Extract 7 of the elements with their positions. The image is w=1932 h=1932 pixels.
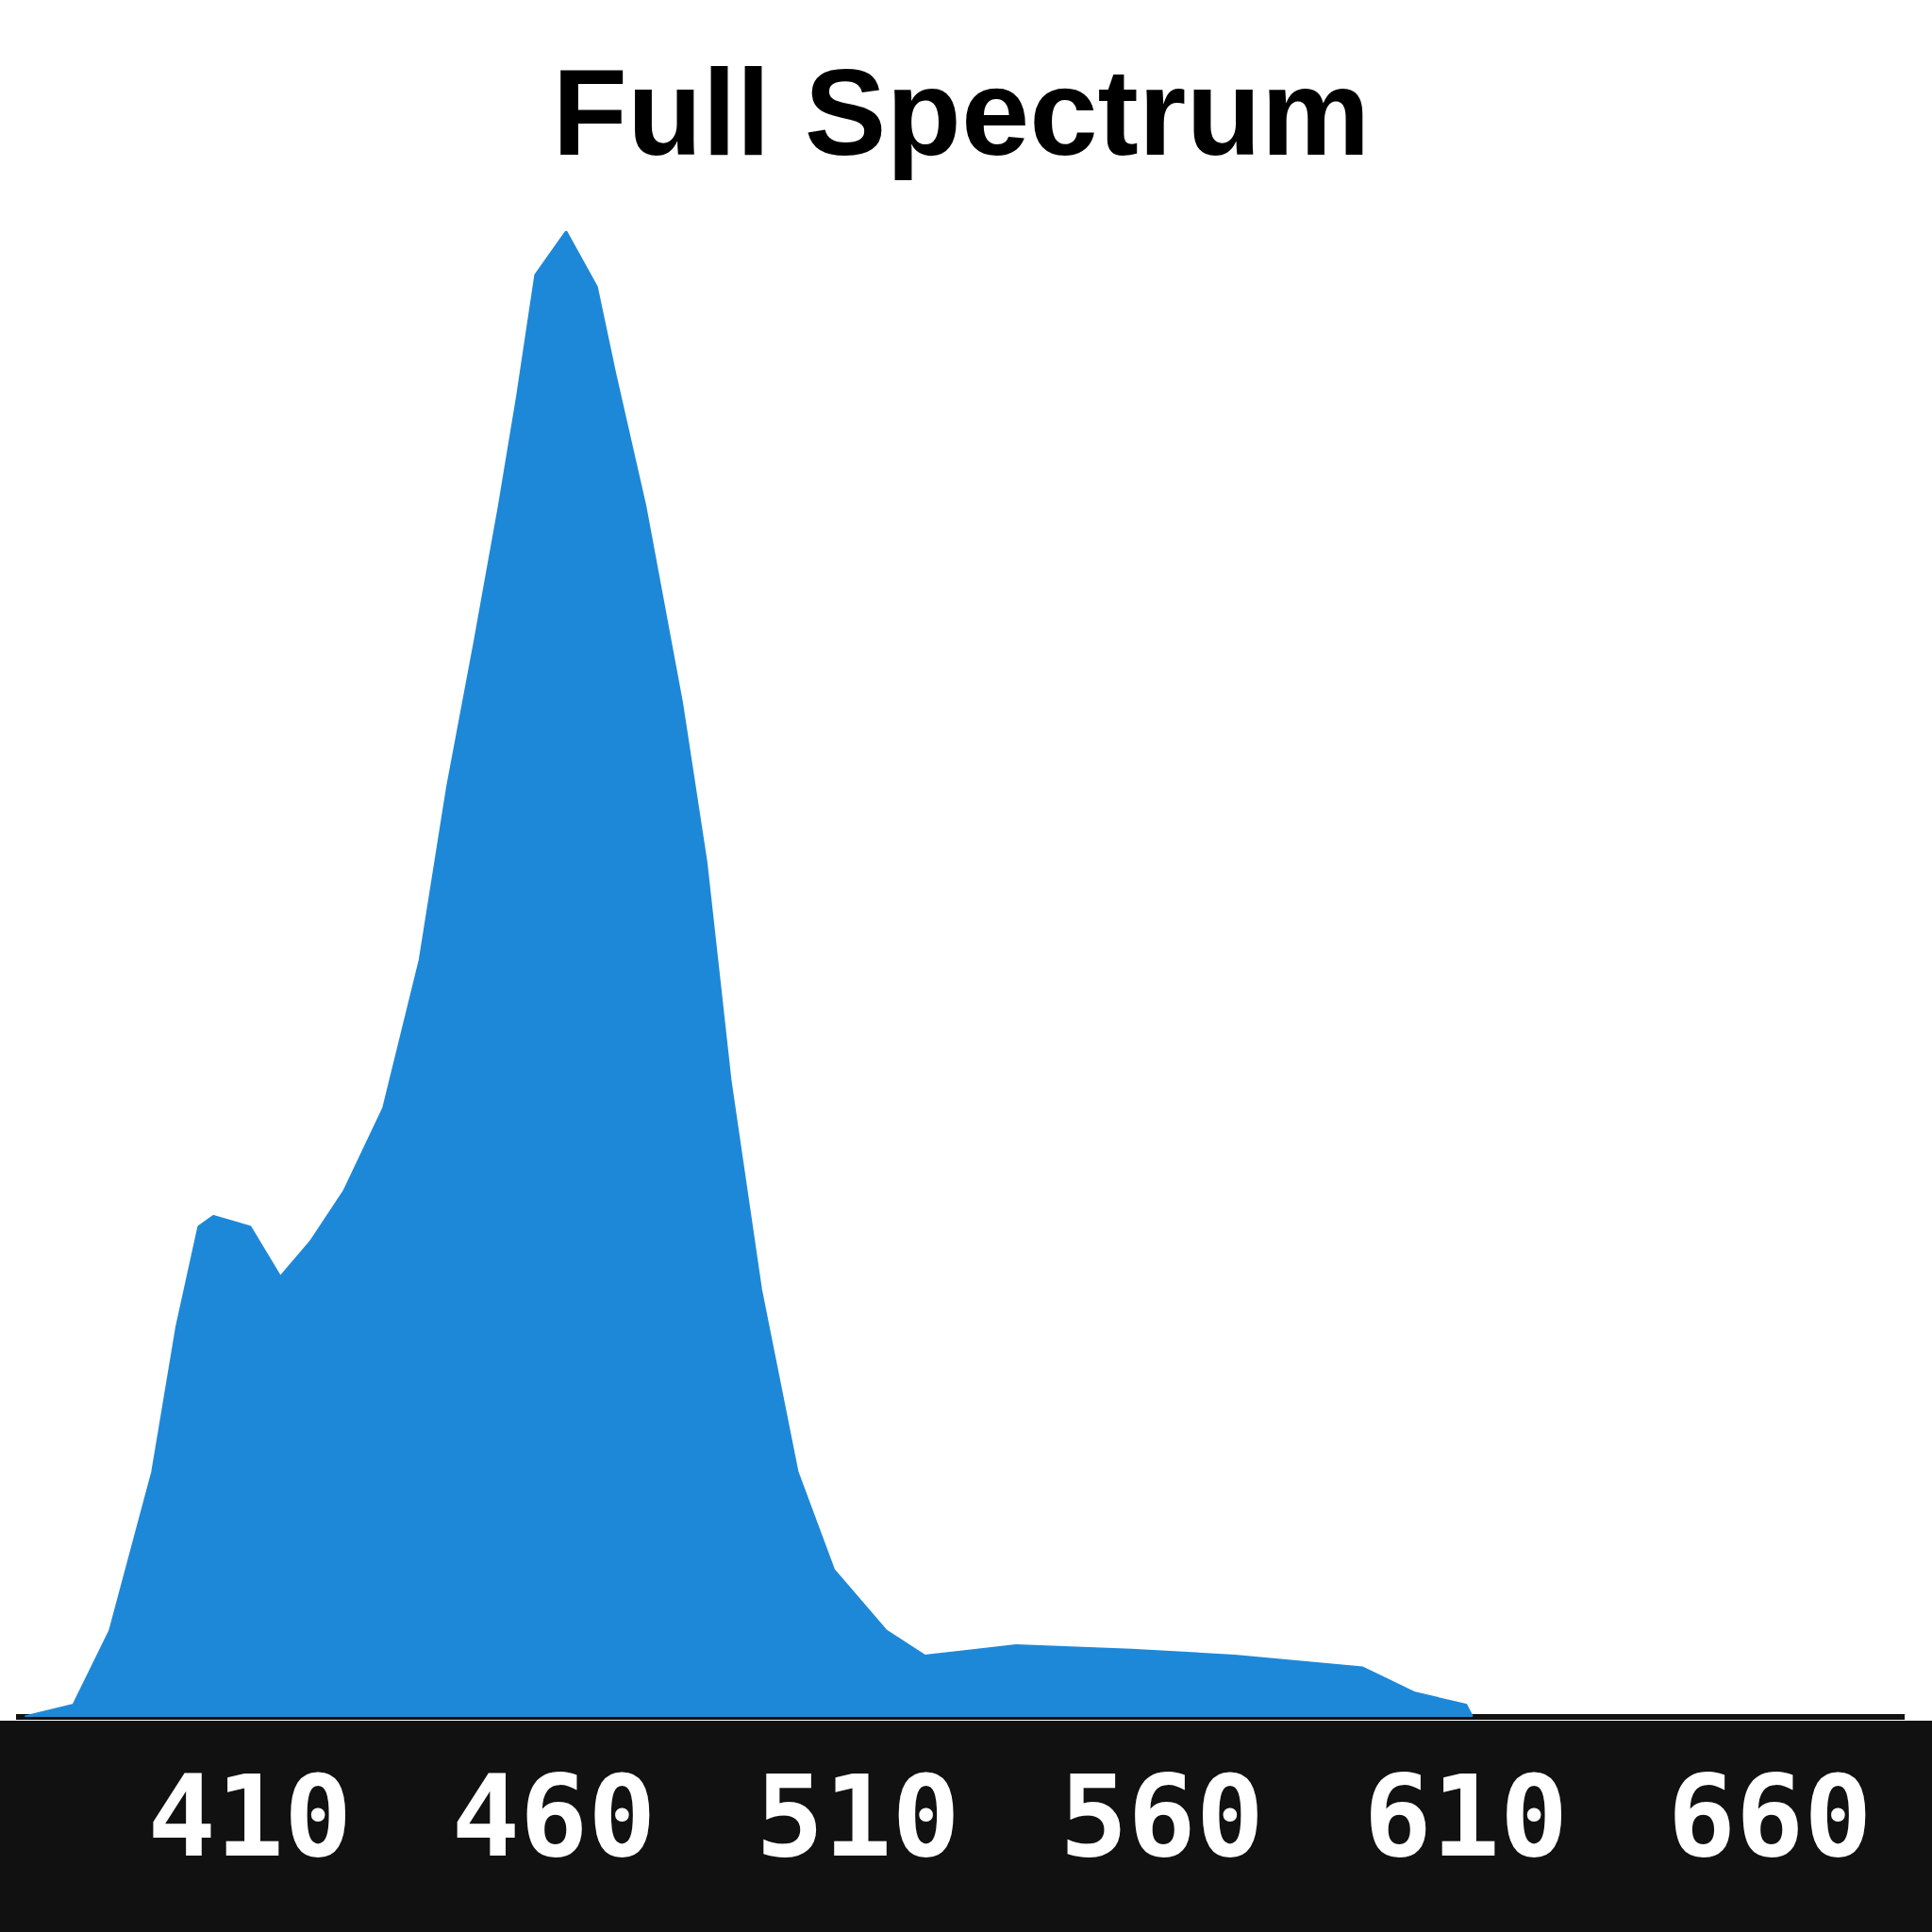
x-tick-label: 460 xyxy=(451,1751,657,1883)
x-tick-label: 410 xyxy=(147,1751,353,1883)
chart-title: Full Spectrum xyxy=(552,42,1371,181)
x-tick-label: 510 xyxy=(756,1751,960,1883)
x-tick-label: 560 xyxy=(1059,1751,1265,1883)
x-tick-label: 660 xyxy=(1667,1751,1873,1883)
x-tick-label: 610 xyxy=(1363,1751,1569,1883)
